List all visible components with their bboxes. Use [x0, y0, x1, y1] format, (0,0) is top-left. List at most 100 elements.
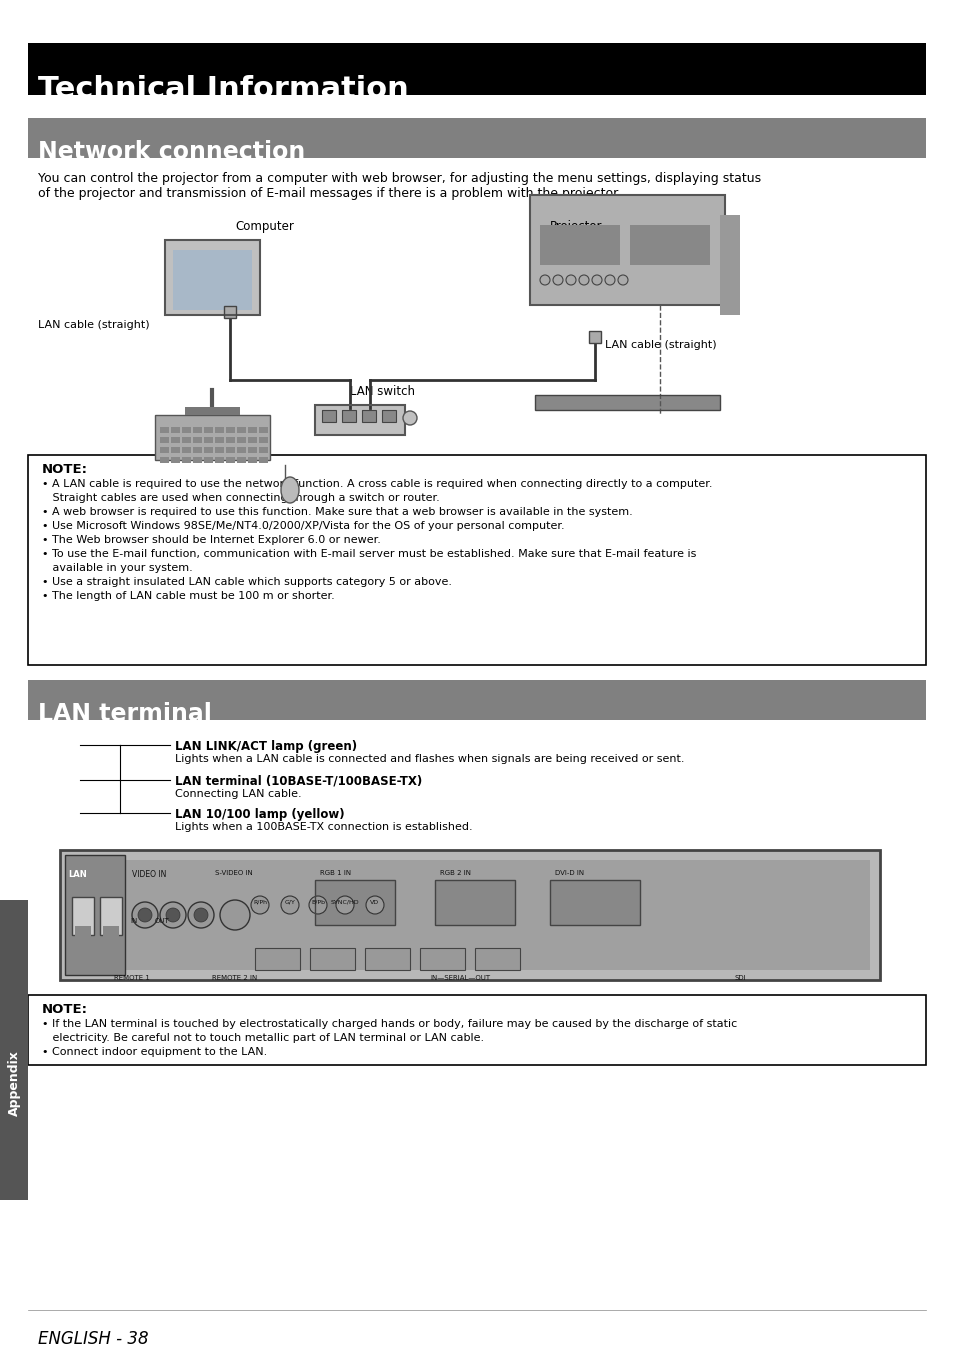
Text: • A LAN cable is required to use the network function. A cross cable is required: • A LAN cable is required to use the net… — [42, 479, 712, 601]
Bar — [419, 948, 464, 971]
Text: VIDEO IN: VIDEO IN — [132, 869, 166, 879]
Bar — [28, 995, 925, 1065]
Bar — [341, 410, 355, 423]
Text: Appendix: Appendix — [8, 1050, 20, 1116]
Circle shape — [539, 275, 550, 285]
Text: LAN: LAN — [68, 869, 87, 879]
Bar — [28, 680, 925, 720]
Bar — [258, 458, 268, 463]
Text: OUT: OUT — [154, 918, 170, 923]
Circle shape — [604, 275, 615, 285]
Bar — [550, 880, 639, 925]
Bar — [254, 948, 299, 971]
Bar — [365, 948, 410, 971]
Text: LAN terminal: LAN terminal — [38, 702, 212, 726]
Bar — [28, 43, 925, 95]
Circle shape — [188, 902, 213, 927]
Text: IN—SERIAL—OUT: IN—SERIAL—OUT — [430, 975, 490, 981]
Bar — [314, 880, 395, 925]
Bar — [100, 896, 122, 936]
Bar — [226, 437, 234, 443]
Bar — [204, 437, 213, 443]
Bar — [214, 447, 224, 454]
Text: RGB 2 IN: RGB 2 IN — [439, 869, 471, 876]
Bar — [236, 427, 246, 433]
Bar — [65, 855, 125, 975]
Circle shape — [565, 275, 576, 285]
Bar — [475, 948, 519, 971]
Text: You can control the projector from a computer with web browser, for adjusting th: You can control the projector from a com… — [38, 171, 760, 200]
Circle shape — [220, 900, 250, 930]
Bar — [236, 447, 246, 454]
Bar — [214, 458, 224, 463]
Bar — [254, 948, 299, 971]
Bar — [60, 850, 879, 980]
Bar — [535, 396, 720, 410]
Bar — [248, 447, 256, 454]
Text: Computer: Computer — [234, 220, 294, 234]
Text: B/Pb: B/Pb — [311, 900, 325, 904]
Circle shape — [592, 275, 601, 285]
Bar — [160, 437, 169, 443]
Text: LAN LINK/ACT lamp (green): LAN LINK/ACT lamp (green) — [174, 740, 356, 753]
Bar — [60, 850, 879, 980]
Bar — [475, 948, 519, 971]
Text: Projector: Projector — [550, 220, 602, 234]
Text: LAN 10/100 lamp (yellow): LAN 10/100 lamp (yellow) — [174, 809, 344, 821]
Bar — [314, 405, 405, 435]
Bar — [71, 896, 94, 936]
Bar — [154, 414, 270, 460]
Bar — [182, 427, 191, 433]
Bar — [154, 414, 270, 460]
Bar — [310, 948, 355, 971]
Bar — [535, 396, 720, 410]
Text: SYNC/HD: SYNC/HD — [331, 900, 359, 904]
Text: REMOTE 1: REMOTE 1 — [114, 975, 150, 981]
Circle shape — [553, 275, 562, 285]
Bar — [248, 458, 256, 463]
Bar — [204, 427, 213, 433]
Bar — [160, 458, 169, 463]
Bar — [226, 427, 234, 433]
Circle shape — [618, 275, 627, 285]
Bar — [435, 880, 515, 925]
Bar — [71, 896, 94, 936]
Bar — [588, 331, 600, 343]
Bar — [193, 447, 202, 454]
Bar — [65, 855, 125, 975]
Circle shape — [193, 909, 208, 922]
Text: RGB 1 IN: RGB 1 IN — [319, 869, 351, 876]
Bar — [226, 458, 234, 463]
Bar — [185, 406, 240, 414]
Bar — [314, 405, 405, 435]
Text: IN: IN — [130, 918, 137, 923]
Circle shape — [366, 896, 384, 914]
Text: • If the LAN terminal is touched by electrostatically charged hands or body, fai: • If the LAN terminal is touched by elec… — [42, 1019, 737, 1057]
Bar — [165, 240, 260, 315]
Bar — [214, 427, 224, 433]
Bar — [381, 410, 395, 423]
Text: SDI: SDI — [734, 975, 745, 981]
Bar — [361, 410, 375, 423]
Bar — [182, 458, 191, 463]
Bar — [75, 926, 91, 950]
Bar — [172, 250, 252, 310]
Text: ENGLISH - 38: ENGLISH - 38 — [38, 1330, 149, 1349]
Circle shape — [166, 909, 180, 922]
Bar — [629, 225, 709, 265]
Text: Lights when a LAN cable is connected and flashes when signals are being received: Lights when a LAN cable is connected and… — [174, 755, 684, 764]
Circle shape — [335, 896, 354, 914]
Bar — [171, 437, 180, 443]
Text: G/Y: G/Y — [284, 900, 295, 904]
Bar — [182, 437, 191, 443]
Bar — [435, 880, 515, 925]
Bar — [248, 437, 256, 443]
Bar — [224, 306, 235, 319]
Bar — [341, 410, 355, 423]
Bar — [314, 880, 395, 925]
Bar — [530, 194, 724, 305]
Bar — [165, 240, 260, 315]
Text: Lights when a 100BASE-TX connection is established.: Lights when a 100BASE-TX connection is e… — [174, 822, 472, 832]
Text: Connecting LAN cable.: Connecting LAN cable. — [174, 788, 301, 799]
Text: NOTE:: NOTE: — [42, 1003, 88, 1017]
